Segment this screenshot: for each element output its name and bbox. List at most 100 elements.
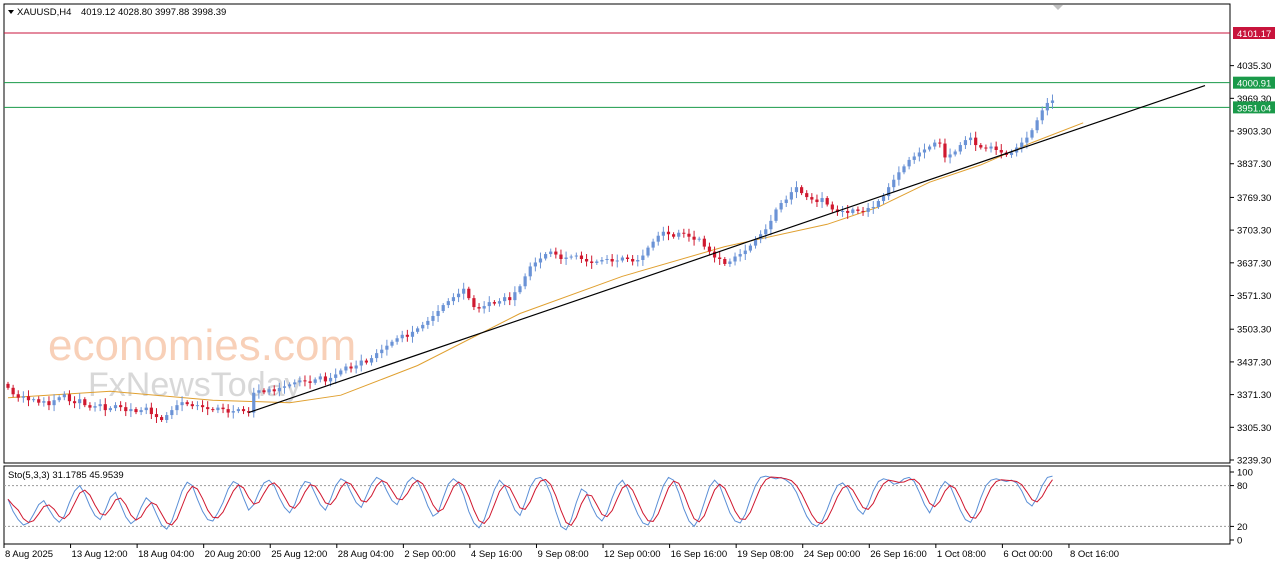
shift-marker-icon[interactable] — [1053, 5, 1063, 10]
level-label-support: 4000.91 — [1237, 79, 1271, 90]
candle — [600, 257, 604, 265]
candle-body — [477, 307, 481, 309]
price-tick-label: 3437.30 — [1237, 357, 1271, 368]
candle — [825, 196, 829, 207]
candle — [897, 166, 901, 186]
candle-body — [943, 143, 947, 158]
dropdown-triangle-icon[interactable] — [8, 10, 14, 14]
candle — [380, 344, 384, 359]
candle-body — [170, 410, 174, 416]
candle-body — [267, 389, 271, 393]
candle — [810, 193, 814, 204]
candle — [1030, 128, 1034, 140]
candle — [610, 254, 614, 267]
candle — [421, 321, 425, 332]
candle — [794, 181, 799, 199]
ohlc-label: 4019.12 4028.80 3997.88 3998.39 — [81, 7, 226, 18]
candle — [661, 226, 665, 241]
candle — [62, 391, 66, 401]
candle — [958, 142, 962, 155]
candle — [677, 229, 681, 240]
candle — [206, 401, 210, 416]
candle-body — [364, 360, 368, 363]
candle — [277, 382, 281, 397]
candle-body — [702, 238, 706, 247]
candle-body — [42, 401, 46, 403]
time-tick-label: 20 Aug 20:00 — [205, 549, 261, 560]
time-tick-label: 28 Aug 04:00 — [338, 549, 394, 560]
candle — [620, 255, 624, 263]
candle-body — [687, 233, 691, 237]
candle-body — [226, 409, 230, 413]
candle — [241, 406, 246, 415]
candle-body — [600, 259, 604, 262]
candle-body — [339, 370, 343, 375]
candle-body — [810, 197, 814, 200]
candle — [784, 195, 788, 207]
candle — [513, 286, 517, 307]
candle — [359, 354, 363, 372]
candle-body — [518, 286, 522, 293]
candle-body — [211, 409, 215, 411]
candle-body — [1035, 120, 1039, 131]
candle — [922, 143, 927, 159]
candle-body — [456, 293, 461, 298]
candle-body — [728, 261, 732, 264]
candle — [211, 407, 215, 413]
candle-body — [119, 405, 123, 408]
candle-body — [293, 382, 297, 385]
candle — [160, 415, 164, 423]
level-label-box — [1233, 76, 1275, 89]
candle-body — [282, 386, 287, 388]
candle-body — [37, 399, 41, 403]
price-tick-label: 3239.30 — [1237, 456, 1271, 467]
candle-body — [190, 404, 194, 407]
candle — [272, 385, 276, 396]
candle-body — [303, 380, 307, 382]
candle — [119, 401, 123, 412]
candle-body — [6, 383, 10, 388]
candle — [303, 375, 307, 387]
candle — [943, 138, 947, 163]
candle-body — [718, 257, 722, 260]
candle — [554, 247, 558, 259]
candle — [933, 139, 937, 150]
candle-body — [257, 390, 261, 393]
time-tick-label: 12 Sep 00:00 — [604, 549, 661, 560]
candle-body — [113, 405, 118, 409]
candle — [477, 303, 481, 313]
candle — [743, 244, 747, 260]
candle-body — [856, 209, 860, 211]
candle — [707, 242, 712, 256]
candle — [231, 405, 235, 419]
candle — [1040, 106, 1044, 125]
candle — [426, 316, 430, 329]
price-tick-label: 3305.30 — [1237, 423, 1271, 434]
candle-body — [948, 154, 952, 158]
candle-body — [200, 405, 205, 408]
candle-body — [779, 203, 783, 210]
candle-body — [523, 276, 527, 287]
candle — [267, 386, 271, 396]
candle-body — [820, 198, 824, 203]
candle — [42, 397, 46, 407]
candle-body — [989, 146, 993, 149]
candle-body — [47, 401, 51, 406]
candle-body — [892, 179, 896, 188]
watermark-line2: FxNewsToday — [88, 366, 302, 404]
candle-body — [861, 210, 865, 212]
candle — [221, 403, 225, 414]
price-tick-label: 3371.30 — [1237, 390, 1271, 401]
candle-body — [559, 254, 563, 260]
candle — [738, 249, 742, 262]
candle — [247, 407, 251, 417]
candle — [165, 412, 169, 423]
time-tick-label: 13 Aug 12:00 — [72, 549, 128, 560]
trendline-group — [248, 84, 1206, 414]
candle — [1025, 131, 1029, 149]
candle — [723, 257, 727, 266]
level-label-box — [1233, 27, 1275, 39]
candle — [375, 349, 379, 363]
time-tick-label: 8 Oct 16:00 — [1070, 549, 1119, 560]
